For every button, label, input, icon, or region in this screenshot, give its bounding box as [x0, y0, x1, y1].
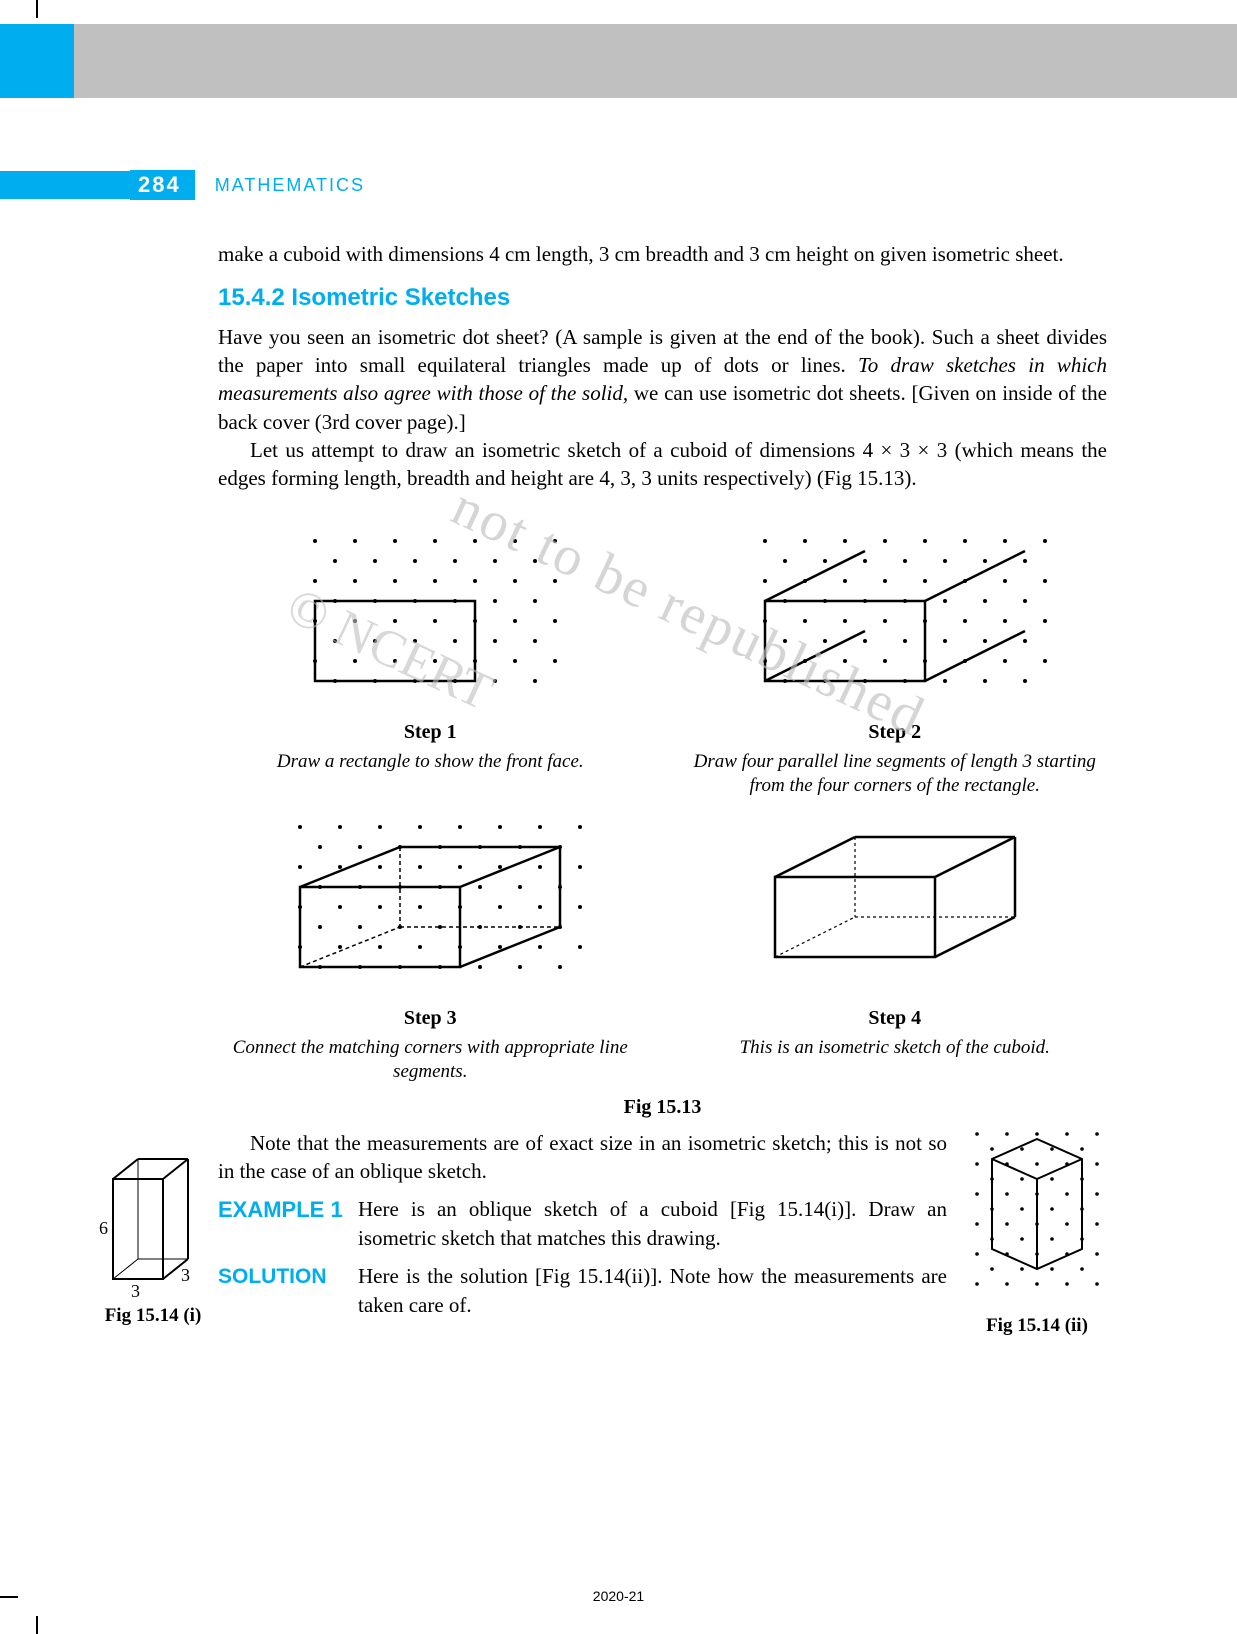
steps-grid: Step 1 Draw a rectangle to show the fron… — [218, 521, 1107, 1084]
main-content: make a cuboid with dimensions 4 cm lengt… — [218, 200, 1107, 1319]
top-cyan-bar — [0, 24, 74, 98]
step2-cell: Step 2 Draw four parallel line segments … — [683, 521, 1108, 798]
page-header: 284 MATHEMATICS — [0, 170, 1237, 200]
step3-figure — [218, 807, 643, 997]
solution-text: Here is the solution [Fig 15.14(ii)]. No… — [358, 1262, 947, 1319]
fig14i-svg: 6 3 3 — [93, 1149, 213, 1299]
solution-label: SOLUTION — [218, 1265, 327, 1288]
section-heading: 15.4.2 Isometric Sketches — [218, 282, 1107, 314]
step2-svg — [735, 521, 1055, 711]
step2-title: Step 2 — [683, 719, 1108, 746]
header-cyan-strip — [0, 171, 130, 199]
step1-title: Step 1 — [218, 719, 643, 746]
page: not to be republished © NCERT 284 MATHEM… — [0, 0, 1237, 1634]
example-label: EXAMPLE 1 — [218, 1197, 343, 1222]
step4-title: Step 4 — [683, 1005, 1108, 1032]
section-para1: Have you seen an isometric dot sheet? (A… — [218, 323, 1107, 436]
crop-mark — [36, 0, 38, 18]
fig14ii-svg — [962, 1119, 1112, 1309]
step3-caption: Connect the matching corners with approp… — [218, 1036, 643, 1084]
step3-title: Step 3 — [218, 1005, 643, 1032]
section-para2: Let us attempt to draw an isometric sket… — [218, 436, 1107, 493]
crop-mark — [36, 1616, 38, 1634]
step1-svg — [285, 521, 575, 711]
step1-figure — [218, 521, 643, 711]
step2-figure — [683, 521, 1108, 711]
step1-caption: Draw a rectangle to show the front face. — [218, 750, 643, 774]
step4-caption: This is an isometric sketch of the cuboi… — [683, 1036, 1108, 1060]
fig14ii-container: Fig 15.14 (ii) — [957, 1119, 1117, 1339]
page-number: 284 — [130, 170, 195, 200]
subject-label: MATHEMATICS — [215, 175, 365, 196]
bottom-layout: 6 3 3 Fig 15.14 (i) — [218, 1129, 1107, 1319]
dim-h: 6 — [99, 1218, 108, 1238]
step1-cell: Step 1 Draw a rectangle to show the fron… — [218, 521, 643, 798]
step4-svg — [745, 817, 1045, 987]
example-text: Here is an oblique sketch of a cuboid [F… — [358, 1195, 947, 1252]
footer-year: 2020-21 — [0, 1588, 1237, 1604]
fig14i-caption: Fig 15.14 (i) — [88, 1303, 218, 1329]
fig13-caption: Fig 15.13 — [218, 1094, 1107, 1121]
fig14ii-caption: Fig 15.14 (ii) — [957, 1313, 1117, 1339]
step4-figure — [683, 807, 1108, 997]
dim-w: 3 — [131, 1281, 140, 1299]
step4-cell: Step 4 This is an isometric sketch of th… — [683, 807, 1108, 1084]
step2-caption: Draw four parallel line segments of leng… — [683, 750, 1108, 798]
step3-svg — [270, 807, 590, 997]
continuation-text: make a cuboid with dimensions 4 cm lengt… — [218, 240, 1107, 268]
step3-cell: Step 3 Connect the matching corners with… — [218, 807, 643, 1084]
top-gray-bar — [74, 24, 1237, 98]
dim-d: 3 — [181, 1265, 190, 1285]
fig14i-container: 6 3 3 Fig 15.14 (i) — [88, 1149, 218, 1329]
